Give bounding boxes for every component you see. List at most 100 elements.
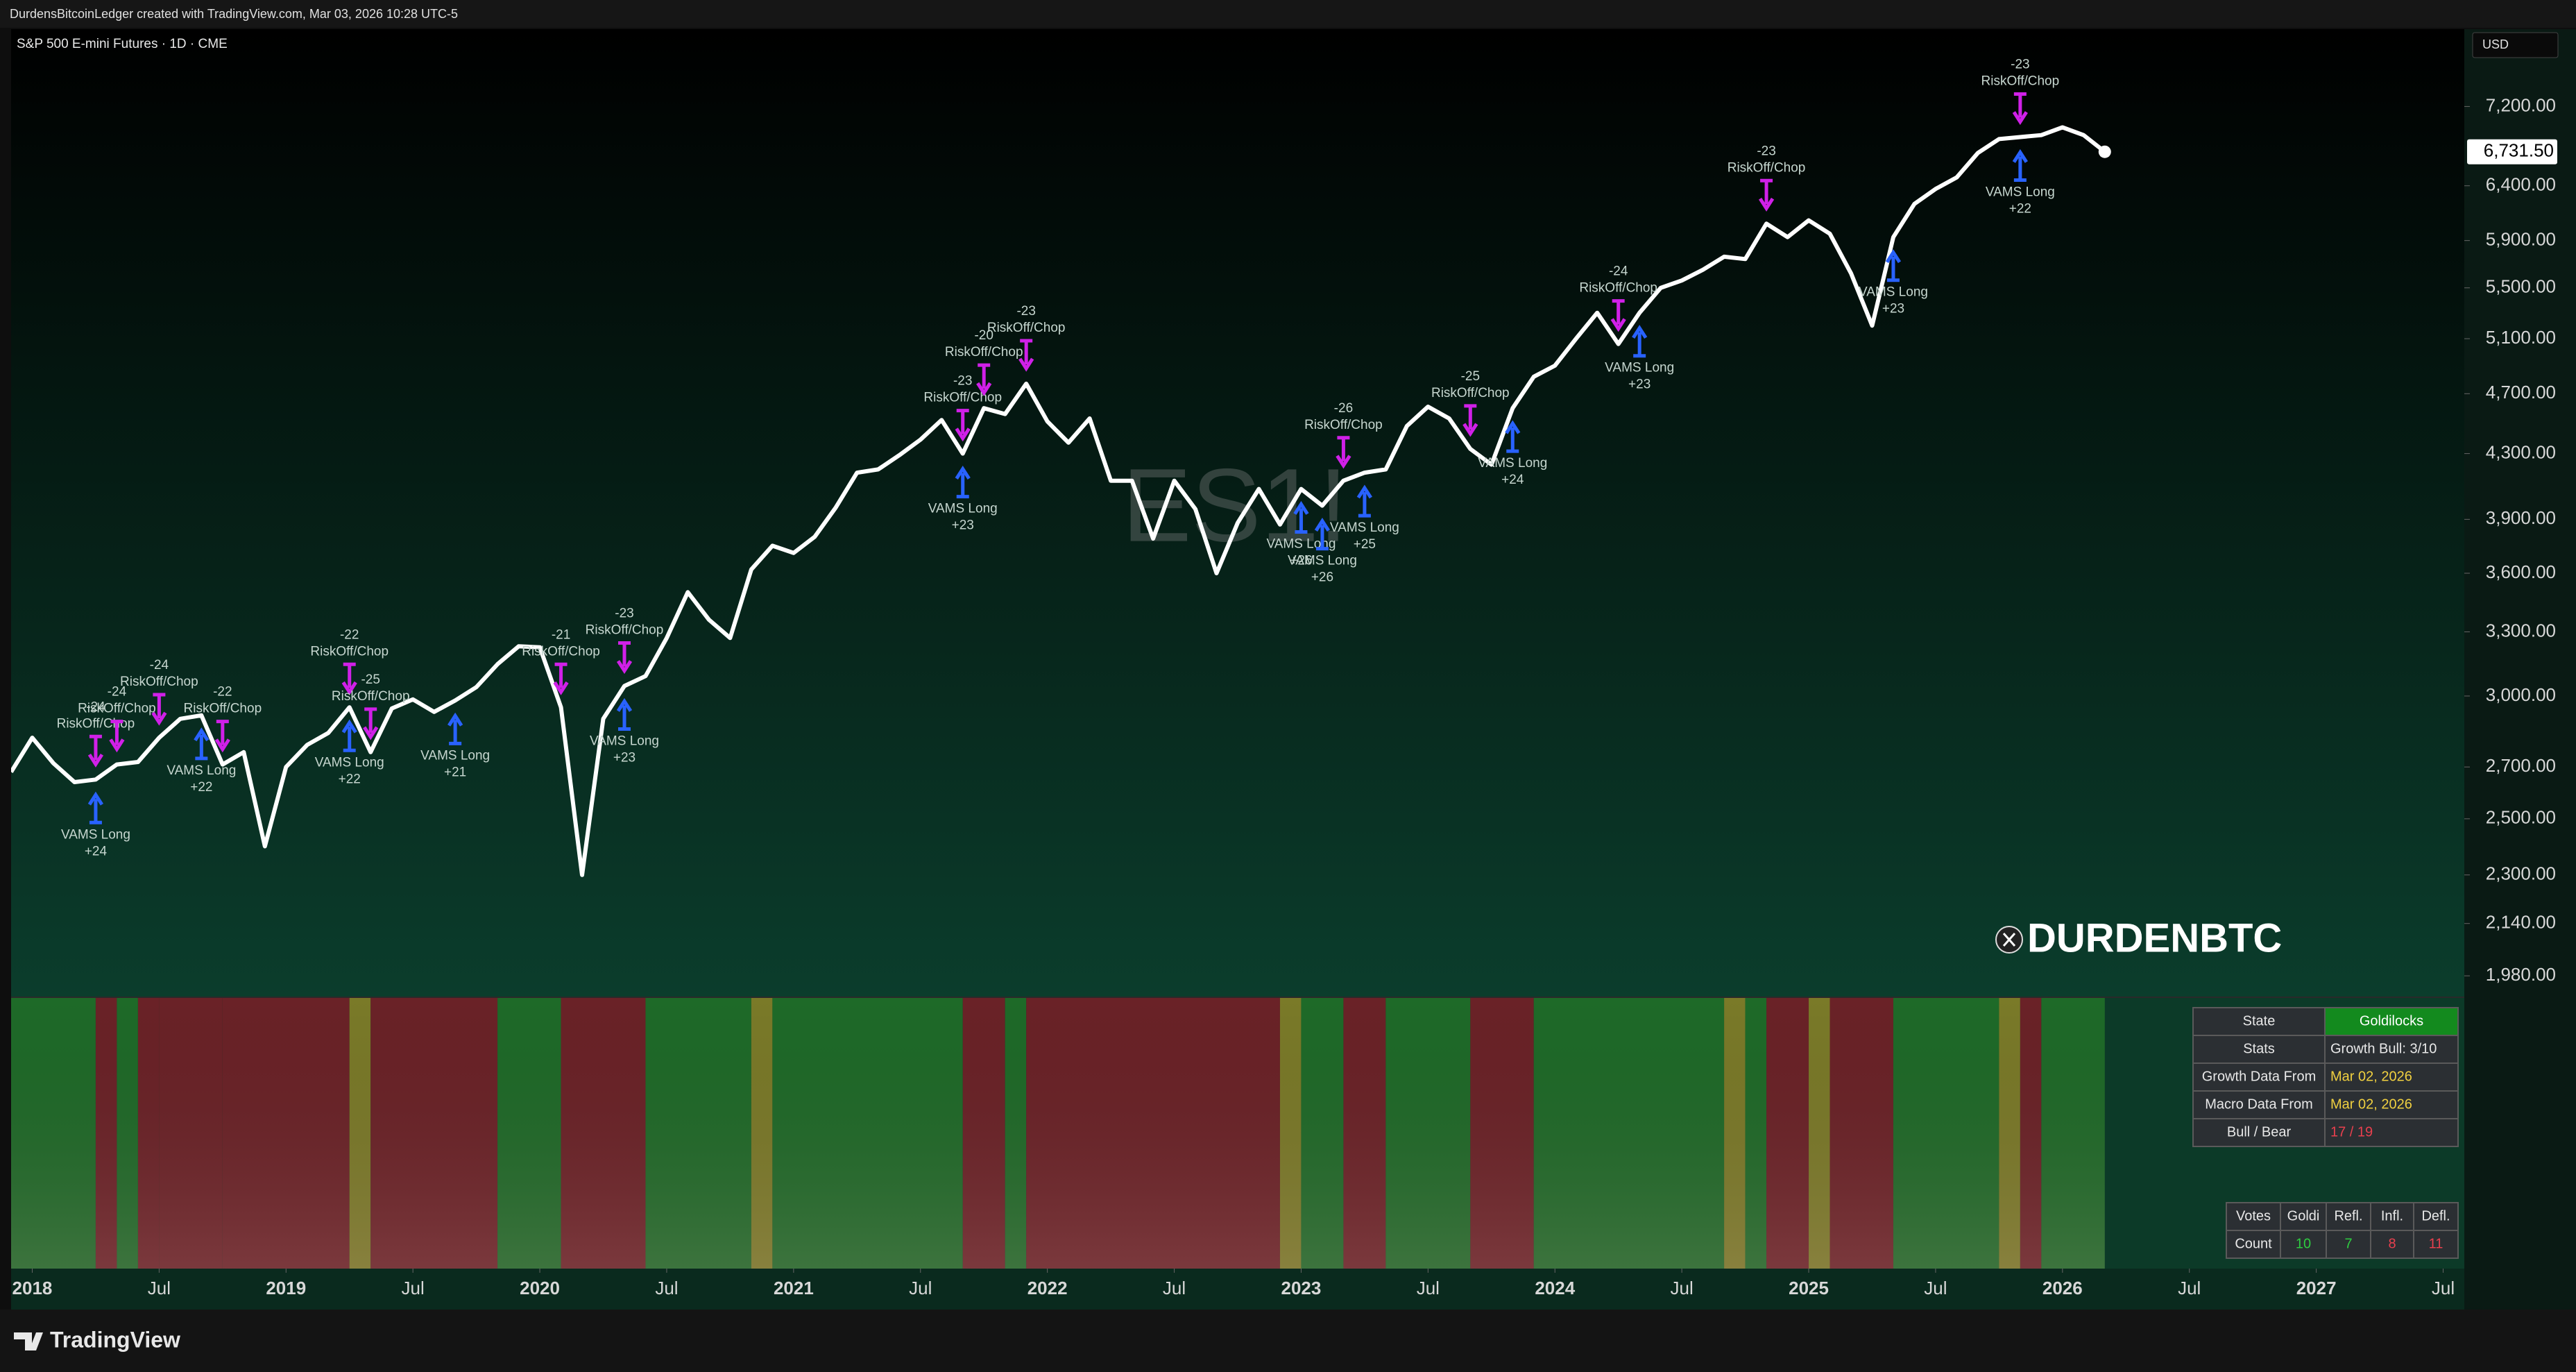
votes-count: 10 xyxy=(2296,1236,2311,1251)
votes-cell xyxy=(2226,1230,2281,1259)
signal-label: VAMS Long xyxy=(1478,456,1547,471)
y-tick-label: 3,900.00 xyxy=(2486,507,2556,528)
x-tick-label: 2026 xyxy=(2042,1278,2083,1298)
signal-score: -22 xyxy=(340,627,359,642)
signal: RiskOff/Chop -23 xyxy=(923,374,1002,442)
x-tick-label: 2023 xyxy=(1281,1278,1322,1298)
signal-arrow xyxy=(214,720,230,753)
table-value: Goldilocks xyxy=(2360,1013,2423,1028)
signal-arrow xyxy=(1758,178,1775,212)
y-tick-label: 7,200.00 xyxy=(2486,94,2556,115)
x-tick-label: Jul xyxy=(2178,1278,2201,1298)
signal-score: +22 xyxy=(339,772,361,786)
signal-label: RiskOff/Chop xyxy=(332,689,410,704)
currency[interactable]: USD xyxy=(2482,37,2509,51)
signal-score: +23 xyxy=(1628,378,1650,392)
x-tick-label: 2020 xyxy=(520,1278,560,1298)
table-cell xyxy=(2324,1090,2459,1119)
signal-label: RiskOff/Chop xyxy=(78,702,156,716)
price-line xyxy=(11,125,2106,877)
signal: RiskOff/Chop -23 xyxy=(586,606,663,675)
signal-label: RiskOff/Chop xyxy=(310,644,389,659)
signal-score: +21 xyxy=(444,765,466,779)
signal-arrow xyxy=(87,734,104,768)
signal-arrow xyxy=(341,662,357,695)
y-tick-label: 2,300.00 xyxy=(2486,863,2556,884)
signal-arrow xyxy=(1632,325,1648,358)
votes-cell xyxy=(2226,1202,2281,1231)
signal-label: VAMS Long xyxy=(167,763,236,778)
last-price-label: 6,731.50 xyxy=(2484,140,2554,161)
x-tick-label: 2018 xyxy=(12,1278,53,1298)
table-value: Growth Bull: 3/10 xyxy=(2330,1041,2437,1056)
table-label: Growth Data From xyxy=(2202,1069,2316,1084)
signal-arrow xyxy=(447,712,463,745)
footer-brand: TradingView xyxy=(50,1327,180,1352)
signal-label: RiskOff/Chop xyxy=(522,644,600,659)
signal-score: +22 xyxy=(190,780,212,795)
watermark: ES1! xyxy=(1122,447,1347,564)
y-tick-label: 2,700.00 xyxy=(2486,755,2556,776)
signal-label: VAMS Long xyxy=(1330,520,1399,535)
signal-label: VAMS Long xyxy=(590,734,659,748)
votes-cell xyxy=(2370,1230,2414,1259)
signal-score: -24 xyxy=(86,700,105,714)
signal-score: -24 xyxy=(1609,264,1628,279)
table-label: State xyxy=(2243,1013,2276,1028)
signal-arrow xyxy=(1885,249,1902,282)
signal-label: RiskOff/Chop xyxy=(945,345,1023,359)
signal-arrow xyxy=(1356,484,1373,518)
symbol-title: S&P 500 E-mini Futures · 1D · CME xyxy=(17,37,228,51)
y-tick-label: 2,140.00 xyxy=(2486,912,2556,933)
signal-score: +26 xyxy=(1311,570,1333,585)
votes-count: 8 xyxy=(2388,1236,2396,1251)
signal-score: -21 xyxy=(552,627,570,642)
signal-label: RiskOff/Chop xyxy=(57,716,135,731)
y-tick-label: 5,500.00 xyxy=(2486,276,2556,297)
signal-label: RiskOff/Chop xyxy=(120,675,198,689)
y-tick-label: 1,980.00 xyxy=(2486,964,2556,985)
regime-fade xyxy=(11,997,2105,1269)
signal: VAMS Long +25 xyxy=(1330,484,1399,552)
signal-arrow xyxy=(976,363,992,396)
votes-header: Votes xyxy=(2236,1208,2271,1223)
signal-arrow xyxy=(1462,404,1478,437)
table-value: Mar 02, 2026 xyxy=(2330,1096,2412,1112)
x-glyph xyxy=(2002,933,2016,947)
table-value: 17 / 19 xyxy=(2330,1124,2373,1140)
votes-row-label: Count xyxy=(2235,1236,2272,1251)
signal-label: RiskOff/Chop xyxy=(1579,281,1657,296)
table-value: Mar 02, 2026 xyxy=(2330,1069,2412,1084)
table-label: Stats xyxy=(2243,1041,2275,1056)
y-tick-label: 5,900.00 xyxy=(2486,229,2556,250)
table-label: Macro Data From xyxy=(2205,1096,2313,1112)
signal: VAMS Long +22 xyxy=(315,719,384,786)
votes-header: Infl. xyxy=(2381,1208,2403,1223)
x-tick-label: Jul xyxy=(2432,1278,2455,1298)
signal-score: -20 xyxy=(974,328,993,343)
x-tick-label: Jul xyxy=(148,1278,171,1298)
x-tick-label: Jul xyxy=(1163,1278,1186,1298)
y-tick-label: 3,600.00 xyxy=(2486,561,2556,582)
footer-logo xyxy=(14,1332,43,1350)
signal-score: +23 xyxy=(1882,302,1904,316)
signal-label: VAMS Long xyxy=(420,748,490,763)
y-tick-label: 3,300.00 xyxy=(2486,620,2556,641)
signal-arrow xyxy=(87,791,104,824)
signal-score: -25 xyxy=(361,672,379,687)
signal: VAMS Long+26 xyxy=(1288,518,1357,585)
signal-arrow xyxy=(194,727,210,761)
x-tick-label: 2024 xyxy=(1535,1278,1575,1298)
signal-label: RiskOff/Chop xyxy=(987,321,1066,335)
x-tick-label: Jul xyxy=(1417,1278,1440,1298)
signal: VAMS Long +23 xyxy=(928,465,998,533)
currency-box[interactable] xyxy=(2472,32,2559,58)
x-tick-label: 2027 xyxy=(2296,1278,2337,1298)
signal: VAMS Long +21 xyxy=(420,712,490,779)
signal-arrow xyxy=(2012,149,2028,183)
signal: VAMS Long +24 xyxy=(61,791,130,858)
votes-cell xyxy=(2326,1202,2371,1231)
signal-arrow xyxy=(1505,420,1521,453)
